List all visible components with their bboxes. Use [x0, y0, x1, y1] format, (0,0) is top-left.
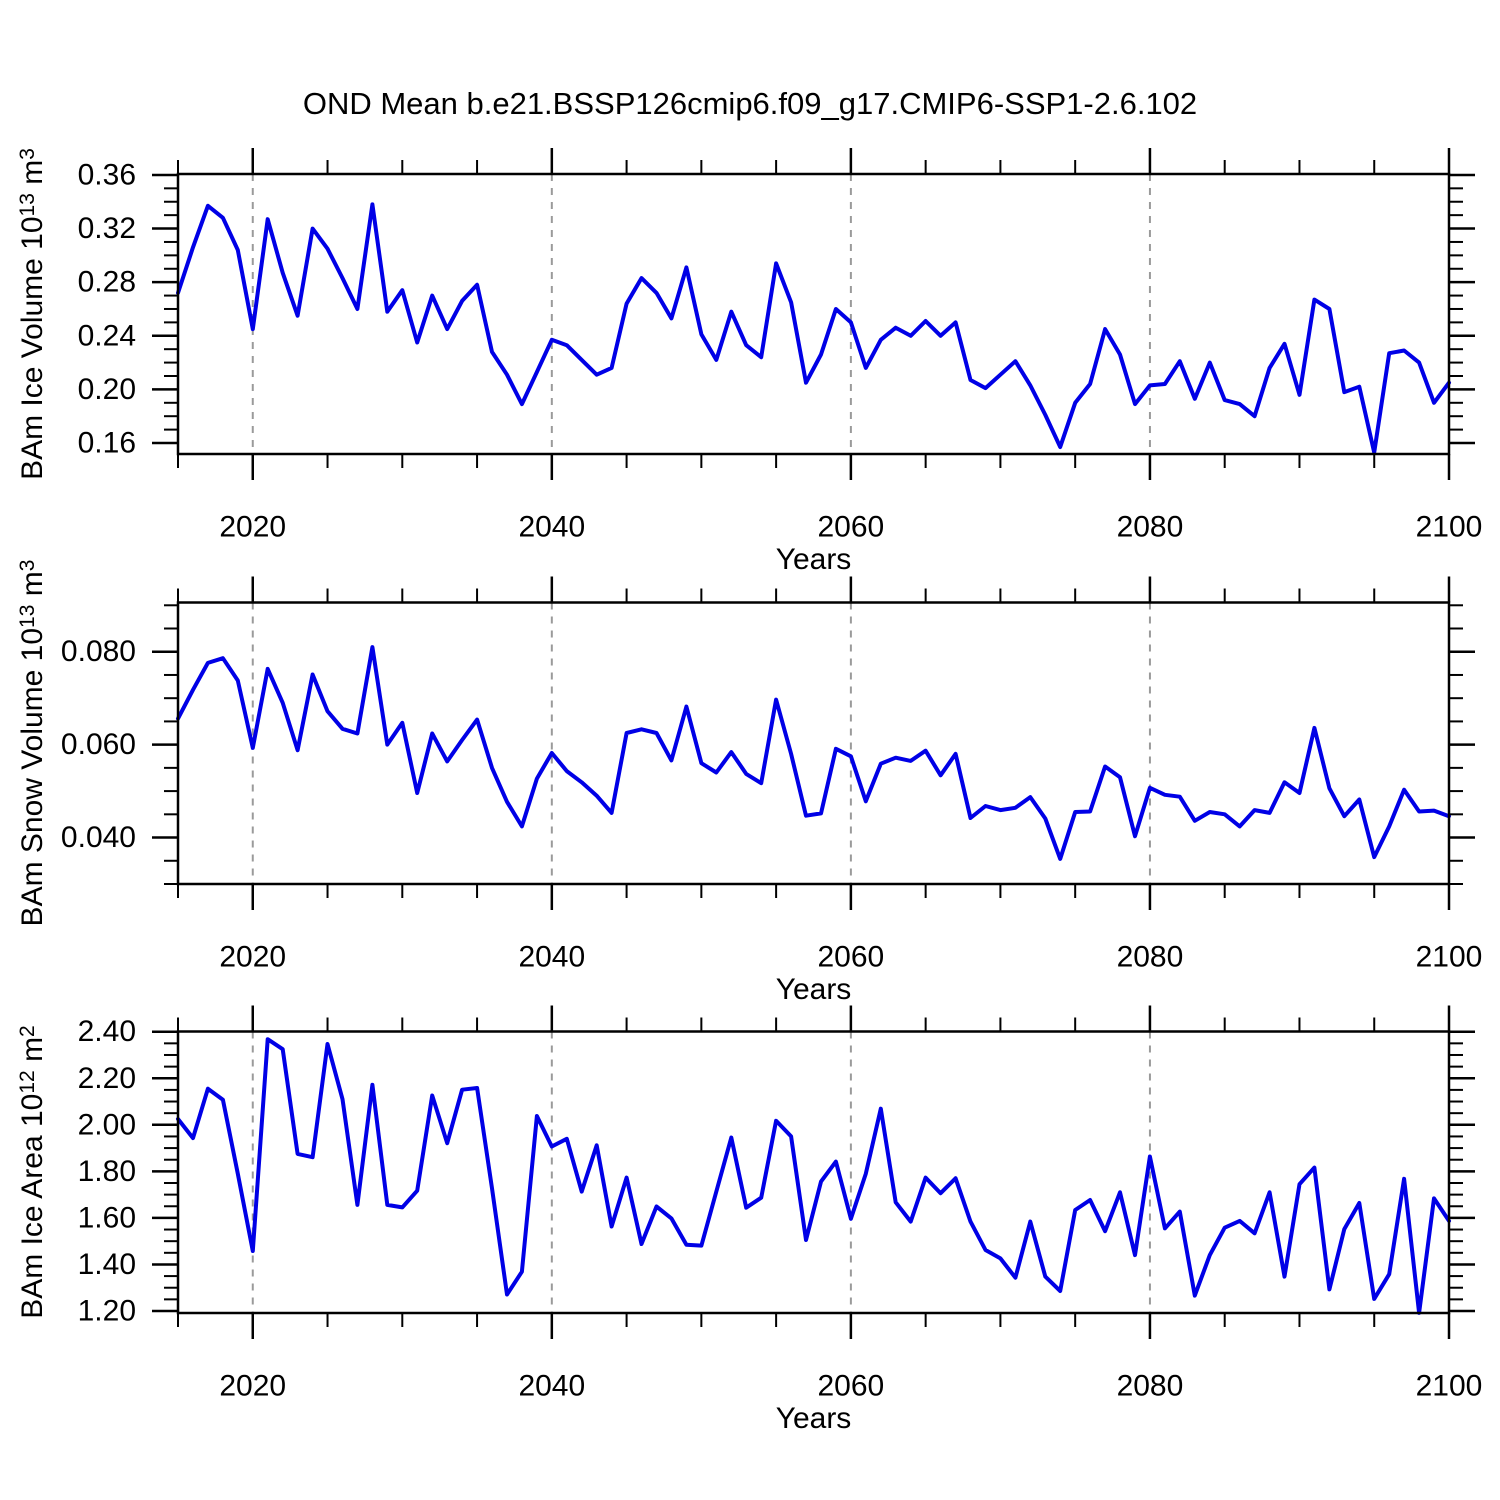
- x-axis-label-years-panel-2: Years: [775, 973, 852, 1006]
- svg-text:2060: 2060: [818, 941, 885, 974]
- svg-text:0.060: 0.060: [61, 728, 136, 761]
- svg-text:0.32: 0.32: [78, 212, 136, 245]
- x-axis-label-years-panel-1: Years: [775, 543, 852, 576]
- svg-text:2040: 2040: [518, 511, 585, 544]
- y-axis-label-ice-volume: BAm Ice Volume 1013 m3: [16, 148, 49, 480]
- svg-text:2020: 2020: [219, 1370, 286, 1403]
- svg-text:2.00: 2.00: [78, 1108, 136, 1141]
- svg-text:2100: 2100: [1416, 941, 1483, 974]
- x-axis-label-years-panel-3: Years: [775, 1402, 852, 1435]
- svg-text:2060: 2060: [818, 511, 885, 544]
- svg-text:0.20: 0.20: [78, 373, 136, 406]
- svg-text:2080: 2080: [1117, 511, 1184, 544]
- svg-text:2.40: 2.40: [78, 1015, 136, 1048]
- svg-text:0.16: 0.16: [78, 427, 136, 460]
- svg-text:0.24: 0.24: [78, 319, 136, 352]
- svg-text:0.040: 0.040: [61, 821, 136, 854]
- svg-text:1.60: 1.60: [78, 1201, 136, 1234]
- svg-text:2060: 2060: [818, 1370, 885, 1403]
- y-axis-label-ice-area: BAm Ice Area 1012 m2: [16, 1025, 49, 1320]
- svg-text:2040: 2040: [518, 941, 585, 974]
- svg-text:1.80: 1.80: [78, 1155, 136, 1188]
- svg-text:2100: 2100: [1416, 1370, 1483, 1403]
- svg-text:0.080: 0.080: [61, 635, 136, 668]
- svg-text:0.28: 0.28: [78, 266, 136, 299]
- svg-text:2100: 2100: [1416, 511, 1483, 544]
- svg-text:2080: 2080: [1117, 941, 1184, 974]
- svg-text:1.20: 1.20: [78, 1294, 136, 1327]
- svg-text:2040: 2040: [518, 1370, 585, 1403]
- svg-text:2020: 2020: [219, 511, 286, 544]
- svg-text:2080: 2080: [1117, 1370, 1184, 1403]
- svg-text:1.40: 1.40: [78, 1248, 136, 1281]
- figure-title: OND Mean b.e21.BSSP126cmip6.f09_g17.CMIP…: [302, 86, 1198, 121]
- y-axis-label-snow-volume: BAm Snow Volume 1013 m3: [16, 559, 49, 927]
- svg-text:2020: 2020: [219, 941, 286, 974]
- svg-text:2.20: 2.20: [78, 1062, 136, 1095]
- svg-text:0.36: 0.36: [78, 158, 136, 191]
